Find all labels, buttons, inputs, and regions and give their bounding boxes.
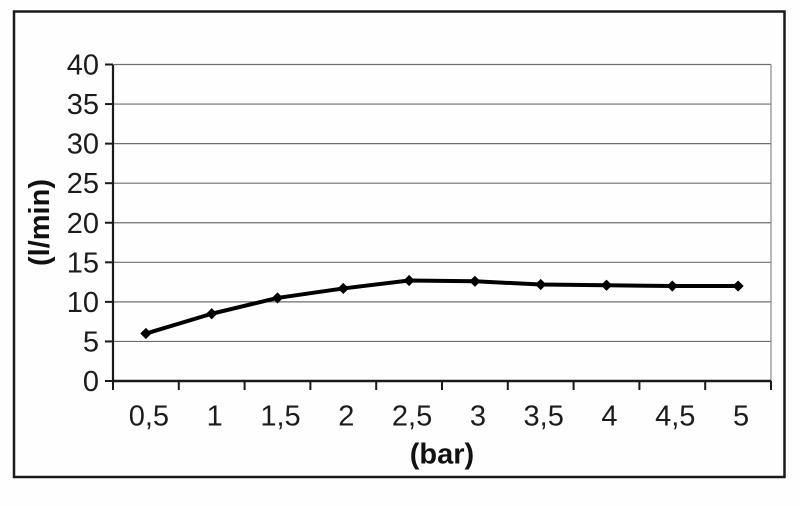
x-tick-label: 4,5 bbox=[655, 401, 695, 433]
gridlines-layer bbox=[114, 63, 772, 381]
flow-rate-curve bbox=[143, 278, 741, 336]
data-point-marker bbox=[666, 280, 678, 292]
data-point-marker bbox=[732, 280, 744, 292]
y-tick-label: 10 bbox=[67, 287, 99, 319]
y-tick-label: 30 bbox=[67, 129, 99, 161]
x-tick-label: 2,5 bbox=[392, 401, 432, 433]
x-tick-label: 1 bbox=[207, 401, 223, 433]
y-tick-label: 5 bbox=[83, 326, 99, 358]
y-axis-title: (l/min) bbox=[24, 179, 56, 266]
x-tick-label: 1,5 bbox=[260, 401, 300, 433]
x-tick-label: 5 bbox=[733, 401, 749, 433]
tick-labels-layer: 0 5 10 15 20 25 30 35 40 0,5 1 1,5 2 2,5 3 3,5 4 4,5 5 bbox=[67, 50, 749, 433]
data-point-marker bbox=[535, 278, 547, 291]
x-axis-title: (bar) bbox=[410, 439, 474, 471]
y-tick-label: 15 bbox=[67, 247, 99, 279]
x-tick-label: 4 bbox=[601, 401, 617, 433]
x-tick-label: 2 bbox=[338, 401, 354, 433]
data-point-marker bbox=[469, 275, 481, 287]
data-point-marker bbox=[600, 279, 613, 291]
x-tick-label: 3,5 bbox=[524, 401, 564, 433]
y-tick-label: 40 bbox=[67, 50, 99, 82]
y-tick-label: 35 bbox=[67, 89, 99, 121]
data-point-marker bbox=[403, 274, 415, 287]
y-tick-label: 0 bbox=[83, 366, 99, 398]
y-tick-label: 25 bbox=[67, 168, 99, 200]
data-point-marker bbox=[206, 308, 218, 320]
x-tick-label: 0,5 bbox=[129, 401, 169, 433]
data-point-marker bbox=[337, 282, 349, 295]
axes-layer bbox=[105, 63, 772, 390]
data-point-marker bbox=[271, 292, 284, 304]
data-series-layer bbox=[140, 274, 744, 340]
data-point-marker bbox=[140, 327, 152, 340]
chart-outer-border bbox=[12, 10, 786, 479]
y-tick-label: 20 bbox=[67, 208, 99, 240]
x-tick-label: 3 bbox=[470, 401, 486, 433]
